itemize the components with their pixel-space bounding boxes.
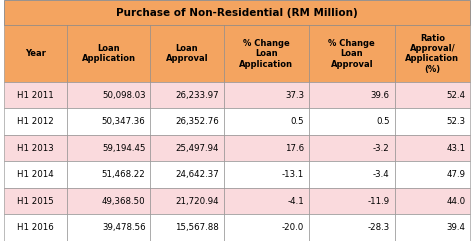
Text: 37.3: 37.3 (285, 91, 304, 100)
Text: H1 2015: H1 2015 (17, 197, 54, 206)
Text: 52.4: 52.4 (447, 91, 465, 100)
Text: -28.3: -28.3 (367, 223, 390, 232)
Text: 50,347.36: 50,347.36 (102, 117, 146, 126)
FancyBboxPatch shape (4, 25, 67, 82)
FancyBboxPatch shape (67, 135, 150, 161)
Text: 39,478.56: 39,478.56 (102, 223, 146, 232)
Text: -11.9: -11.9 (368, 197, 390, 206)
FancyBboxPatch shape (150, 214, 224, 241)
FancyBboxPatch shape (4, 161, 67, 188)
Text: 44.0: 44.0 (447, 197, 465, 206)
FancyBboxPatch shape (224, 82, 309, 108)
Text: H1 2011: H1 2011 (17, 91, 54, 100)
Text: H1 2013: H1 2013 (17, 144, 54, 153)
Text: 52.3: 52.3 (447, 117, 465, 126)
FancyBboxPatch shape (150, 82, 224, 108)
FancyBboxPatch shape (150, 161, 224, 188)
Text: % Change
Loan
Application: % Change Loan Application (239, 39, 293, 68)
FancyBboxPatch shape (309, 108, 394, 135)
FancyBboxPatch shape (67, 25, 150, 82)
FancyBboxPatch shape (67, 161, 150, 188)
Text: 0.5: 0.5 (376, 117, 390, 126)
FancyBboxPatch shape (4, 108, 67, 135)
Text: 49,368.50: 49,368.50 (102, 197, 146, 206)
FancyBboxPatch shape (150, 135, 224, 161)
Text: 39.6: 39.6 (371, 91, 390, 100)
Text: Loan
Application: Loan Application (82, 44, 136, 63)
Text: -3.4: -3.4 (373, 170, 390, 179)
Text: Purchase of Non-Residential (RM Million): Purchase of Non-Residential (RM Million) (116, 8, 358, 18)
Text: % Change
Loan
Approval: % Change Loan Approval (328, 39, 375, 68)
FancyBboxPatch shape (309, 82, 394, 108)
Text: 0.5: 0.5 (291, 117, 304, 126)
FancyBboxPatch shape (394, 214, 470, 241)
FancyBboxPatch shape (4, 214, 67, 241)
FancyBboxPatch shape (394, 108, 470, 135)
FancyBboxPatch shape (224, 161, 309, 188)
Text: 47.9: 47.9 (447, 170, 465, 179)
Text: 17.6: 17.6 (285, 144, 304, 153)
FancyBboxPatch shape (4, 82, 67, 108)
Text: -3.2: -3.2 (373, 144, 390, 153)
Text: 39.4: 39.4 (447, 223, 465, 232)
FancyBboxPatch shape (67, 214, 150, 241)
FancyBboxPatch shape (394, 135, 470, 161)
Text: 59,194.45: 59,194.45 (102, 144, 146, 153)
FancyBboxPatch shape (4, 135, 67, 161)
Text: Loan
Approval: Loan Approval (165, 44, 208, 63)
FancyBboxPatch shape (150, 108, 224, 135)
Text: 50,098.03: 50,098.03 (102, 91, 146, 100)
FancyBboxPatch shape (4, 188, 67, 214)
Text: 26,233.97: 26,233.97 (175, 91, 219, 100)
FancyBboxPatch shape (67, 188, 150, 214)
FancyBboxPatch shape (4, 0, 470, 25)
Text: 26,352.76: 26,352.76 (175, 117, 219, 126)
FancyBboxPatch shape (150, 188, 224, 214)
FancyBboxPatch shape (394, 161, 470, 188)
FancyBboxPatch shape (394, 82, 470, 108)
FancyBboxPatch shape (224, 188, 309, 214)
FancyBboxPatch shape (224, 135, 309, 161)
Text: 43.1: 43.1 (447, 144, 465, 153)
FancyBboxPatch shape (394, 188, 470, 214)
Text: 24,642.37: 24,642.37 (175, 170, 219, 179)
Text: H1 2016: H1 2016 (17, 223, 54, 232)
FancyBboxPatch shape (309, 214, 394, 241)
Text: -20.0: -20.0 (282, 223, 304, 232)
Text: 15,567.88: 15,567.88 (175, 223, 219, 232)
FancyBboxPatch shape (150, 25, 224, 82)
Text: H1 2014: H1 2014 (17, 170, 54, 179)
FancyBboxPatch shape (309, 188, 394, 214)
FancyBboxPatch shape (309, 25, 394, 82)
Text: 51,468.22: 51,468.22 (102, 170, 146, 179)
Text: H1 2012: H1 2012 (17, 117, 54, 126)
FancyBboxPatch shape (224, 25, 309, 82)
FancyBboxPatch shape (67, 108, 150, 135)
FancyBboxPatch shape (67, 82, 150, 108)
FancyBboxPatch shape (309, 161, 394, 188)
Text: -13.1: -13.1 (282, 170, 304, 179)
Text: Year: Year (25, 49, 46, 58)
Text: Ratio
Approval/
Application
(%): Ratio Approval/ Application (%) (405, 33, 459, 74)
FancyBboxPatch shape (224, 108, 309, 135)
FancyBboxPatch shape (309, 135, 394, 161)
FancyBboxPatch shape (394, 25, 470, 82)
Text: 25,497.94: 25,497.94 (175, 144, 219, 153)
Text: -4.1: -4.1 (288, 197, 304, 206)
Text: 21,720.94: 21,720.94 (175, 197, 219, 206)
FancyBboxPatch shape (224, 214, 309, 241)
